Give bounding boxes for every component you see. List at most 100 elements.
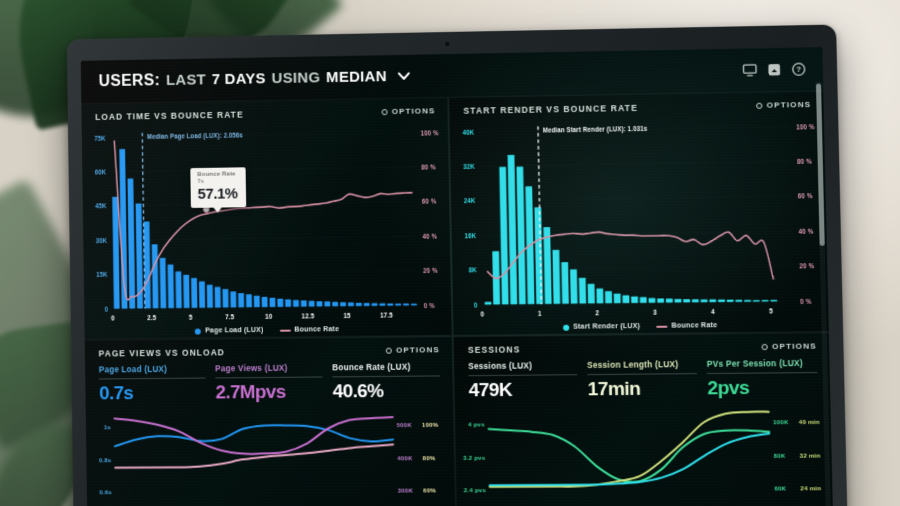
legend-label: Start Render (LUX) bbox=[573, 322, 641, 331]
chevron-down-icon[interactable] bbox=[397, 69, 411, 83]
kpi-label: Page Views (LUX) bbox=[215, 363, 288, 374]
options-button[interactable]: OPTIONS bbox=[381, 106, 436, 116]
kpi-value: 2pvs bbox=[707, 377, 750, 400]
webcam bbox=[445, 41, 450, 47]
svg-text:5: 5 bbox=[769, 308, 773, 316]
kpi-divider bbox=[587, 373, 697, 376]
svg-text:0: 0 bbox=[105, 306, 109, 314]
panel-sessions: SESSIONS OPTIONS Sessions (LUX) 479K bbox=[453, 333, 834, 506]
svg-text:8K: 8K bbox=[469, 267, 477, 275]
svg-text:100 %: 100 % bbox=[796, 123, 815, 131]
svg-text:1s: 1s bbox=[104, 424, 111, 431]
dashboard-header: USERS: LAST 7 DAYS USING MEDIAN bbox=[80, 47, 824, 105]
svg-text:3.2 pvs: 3.2 pvs bbox=[463, 454, 485, 461]
options-button[interactable]: OPTIONS bbox=[386, 345, 440, 355]
legend-item-page-load[interactable]: Page Load (LUX) bbox=[195, 326, 264, 335]
tooltip-sub: 7s bbox=[197, 178, 205, 185]
kpi-label: Bounce Rate (LUX) bbox=[332, 362, 411, 373]
mobile-icon[interactable] bbox=[766, 62, 782, 77]
legend-swatch bbox=[195, 328, 202, 335]
panel-title: PAGE VIEWS VS ONLOAD bbox=[98, 346, 225, 359]
panel-load-time-vs-bounce-rate: LOAD TIME VS BOUNCE RATE OPTIONS 0 15K 30K… bbox=[81, 98, 452, 339]
svg-text:80 %: 80 % bbox=[797, 158, 812, 166]
svg-text:32K: 32K bbox=[463, 163, 475, 171]
legend-item-bounce-rate[interactable]: Bounce Rate bbox=[656, 322, 717, 330]
svg-text:Median Start Render (LUX): 1.0: Median Start Render (LUX): 1.031s bbox=[543, 126, 648, 135]
options-label: OPTIONS bbox=[766, 99, 812, 110]
svg-text:80K: 80K bbox=[774, 452, 787, 459]
options-icon bbox=[756, 102, 763, 109]
svg-text:1: 1 bbox=[538, 311, 542, 319]
kpi-label: Sessions (LUX) bbox=[468, 361, 533, 372]
kpi-value: 17min bbox=[587, 378, 641, 401]
legend-item-bounce-rate[interactable]: Bounce Rate bbox=[279, 326, 339, 334]
svg-text:60%: 60% bbox=[423, 488, 436, 495]
desktop-icon[interactable] bbox=[742, 62, 758, 77]
kpi-bounce-rate[interactable]: Bounce Rate (LUX) 40.6% bbox=[332, 362, 441, 403]
kpi-page-load[interactable]: Page Load (LUX) 0.7s bbox=[99, 365, 206, 406]
kpi-divider bbox=[332, 375, 441, 378]
svg-text:15: 15 bbox=[344, 313, 351, 321]
svg-text:40 %: 40 % bbox=[422, 233, 437, 241]
svg-text:Median Page Load (LUX): 2.056s: Median Page Load (LUX): 2.056s bbox=[147, 132, 243, 141]
kpi-value: 0.7s bbox=[99, 383, 134, 405]
kpi-divider bbox=[215, 376, 323, 379]
svg-text:24K: 24K bbox=[464, 198, 476, 206]
svg-text:100K: 100K bbox=[773, 419, 789, 426]
tooltip-title: Bounce Rate bbox=[197, 171, 236, 178]
panel-header: SESSIONS OPTIONS bbox=[454, 333, 830, 360]
title-range: LAST bbox=[166, 71, 207, 89]
title-median: MEDIAN bbox=[326, 68, 387, 87]
tooltip-value: 57.1% bbox=[197, 185, 238, 203]
kpi-label: Session Length (LUX) bbox=[587, 360, 679, 371]
svg-text:20 %: 20 % bbox=[423, 268, 438, 276]
svg-text:2: 2 bbox=[595, 310, 599, 318]
kpi-label: PVs Per Session (LUX) bbox=[706, 358, 803, 369]
svg-text:3: 3 bbox=[653, 310, 657, 318]
tooltip-tail bbox=[212, 206, 223, 213]
svg-text:0: 0 bbox=[474, 302, 478, 310]
legend-label: Bounce Rate bbox=[671, 322, 718, 330]
kpi-page-views[interactable]: Page Views (LUX) 2.7Mpvs bbox=[215, 363, 323, 404]
page-title[interactable]: USERS: LAST 7 DAYS USING MEDIAN bbox=[99, 61, 743, 92]
svg-text:2.5: 2.5 bbox=[147, 315, 156, 323]
svg-text:0 %: 0 % bbox=[800, 298, 811, 306]
options-button[interactable]: OPTIONS bbox=[761, 341, 817, 351]
svg-text:100%: 100% bbox=[422, 421, 439, 428]
svg-text:60K: 60K bbox=[95, 169, 107, 177]
panel-title: START RENDER VS BOUNCE RATE bbox=[463, 102, 639, 116]
chart-start-render[interactable]: 0 8K 16K 24K 32K 40K 0 % 20 % 40 % 60 % 80 % 100 % 0… bbox=[450, 115, 829, 332]
panel-title: LOAD TIME VS BOUNCE RATE bbox=[95, 109, 244, 122]
chart-page-views-mini[interactable]: 0.6s 0.8s 1s 300K 400K 500K 60% 80% 100% bbox=[86, 405, 455, 500]
legend-label: Bounce Rate bbox=[294, 326, 340, 334]
panel-title: SESSIONS bbox=[467, 343, 521, 355]
title-users: USERS: bbox=[98, 72, 161, 91]
kpi-label: Page Load (LUX) bbox=[98, 364, 168, 375]
svg-text:0.8s: 0.8s bbox=[99, 457, 112, 464]
svg-text:2.4 pvs: 2.4 pvs bbox=[464, 487, 487, 494]
options-button[interactable]: OPTIONS bbox=[756, 100, 811, 110]
legend-label: Page Load (LUX) bbox=[205, 326, 264, 335]
chart-tooltip: Bounce Rate 7s 57.1% bbox=[190, 167, 246, 213]
kpi-divider bbox=[98, 377, 206, 380]
kpi-divider bbox=[707, 371, 818, 375]
svg-text:80%: 80% bbox=[423, 455, 436, 462]
svg-text:17.5: 17.5 bbox=[380, 313, 393, 321]
svg-text:16K: 16K bbox=[464, 233, 476, 241]
kpi-pvs-per-session[interactable]: PVs Per Session (LUX) 2pvs bbox=[707, 359, 818, 401]
legend-swatch bbox=[562, 324, 570, 331]
svg-text:4 pvs: 4 pvs bbox=[468, 421, 485, 428]
chart-load-time[interactable]: 0 15K 30K 45K 60K 75K 0 % 20 % 40 % 60 % 80 % 100 %… bbox=[82, 121, 452, 336]
panel-start-render-vs-bounce-rate: START RENDER VS BOUNCE RATE OPTIONS 0 8K 1… bbox=[449, 91, 829, 335]
svg-text:80 %: 80 % bbox=[421, 164, 436, 172]
svg-text:40 min: 40 min bbox=[799, 419, 820, 426]
kpi-session-length[interactable]: Session Length (LUX) 17min bbox=[587, 360, 697, 402]
kpi-sessions[interactable]: Sessions (LUX) 479K bbox=[468, 361, 578, 402]
svg-text:0.6s: 0.6s bbox=[99, 490, 112, 497]
options-icon bbox=[761, 343, 769, 350]
help-icon[interactable]: ? bbox=[791, 61, 807, 76]
chart-sessions-mini[interactable]: 2.4 pvs 3.2 pvs 4 pvs 60K 80K 100K 24 min 32 mi… bbox=[455, 401, 833, 497]
legend-item-start-render[interactable]: Start Render (LUX) bbox=[562, 322, 641, 331]
svg-text:40 %: 40 % bbox=[799, 228, 814, 236]
options-icon bbox=[381, 108, 388, 115]
